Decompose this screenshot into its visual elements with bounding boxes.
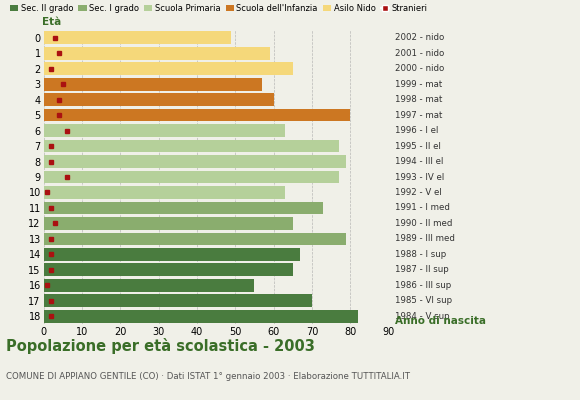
Bar [44, 155, 346, 168]
Bar [44, 93, 274, 106]
Bar [44, 171, 339, 183]
Bar [44, 202, 324, 214]
Text: COMUNE DI APPIANO GENTILE (CO) · Dati ISTAT 1° gennaio 2003 · Elaborazione TUTTI: COMUNE DI APPIANO GENTILE (CO) · Dati IS… [6, 372, 410, 381]
Legend: Sec. II grado, Sec. I grado, Scuola Primaria, Scuola dell'Infanzia, Asilo Nido, : Sec. II grado, Sec. I grado, Scuola Prim… [10, 4, 427, 13]
Text: 1999 - mat: 1999 - mat [395, 80, 443, 89]
Text: 1985 - VI sup: 1985 - VI sup [395, 296, 452, 305]
Text: 1995 - II el: 1995 - II el [395, 142, 441, 150]
Text: Anno di nascita: Anno di nascita [395, 316, 486, 326]
Text: 1986 - III sup: 1986 - III sup [395, 281, 451, 290]
Text: 1997 - mat: 1997 - mat [395, 111, 443, 120]
Bar [44, 310, 358, 323]
Text: 1987 - II sup: 1987 - II sup [395, 265, 449, 274]
Text: Età: Età [42, 17, 61, 27]
Text: 1993 - IV el: 1993 - IV el [395, 172, 444, 182]
Text: 1992 - V el: 1992 - V el [395, 188, 442, 197]
Bar [44, 47, 270, 60]
Bar [44, 217, 293, 230]
Text: 1994 - III el: 1994 - III el [395, 157, 444, 166]
Bar [44, 232, 346, 245]
Bar [44, 78, 262, 90]
Text: 2001 - nido: 2001 - nido [395, 49, 444, 58]
Bar [44, 294, 312, 307]
Text: 1991 - I med: 1991 - I med [395, 204, 450, 212]
Text: 1989 - III med: 1989 - III med [395, 234, 455, 243]
Bar [44, 279, 255, 292]
Text: 1990 - II med: 1990 - II med [395, 219, 452, 228]
Text: 1998 - mat: 1998 - mat [395, 95, 443, 104]
Bar [44, 31, 231, 44]
Bar [44, 264, 293, 276]
Bar [44, 109, 350, 122]
Text: Popolazione per età scolastica - 2003: Popolazione per età scolastica - 2003 [6, 338, 315, 354]
Bar [44, 62, 293, 75]
Text: 1996 - I el: 1996 - I el [395, 126, 438, 135]
Bar [44, 248, 300, 261]
Text: 2002 - nido: 2002 - nido [395, 33, 444, 42]
Text: 2000 - nido: 2000 - nido [395, 64, 444, 73]
Bar [44, 124, 285, 137]
Text: 1988 - I sup: 1988 - I sup [395, 250, 447, 259]
Bar [44, 140, 339, 152]
Bar [44, 186, 285, 199]
Text: 1984 - V sup: 1984 - V sup [395, 312, 450, 321]
